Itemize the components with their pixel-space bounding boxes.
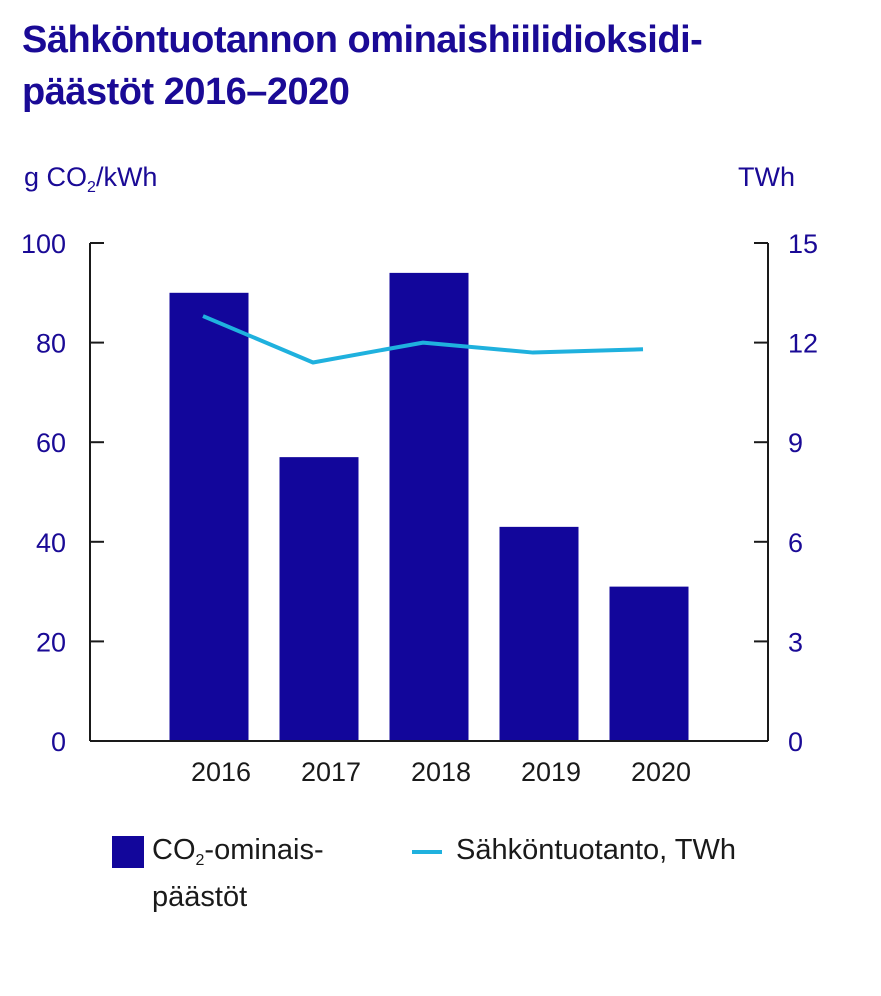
right-tick-label-15: 15 [788, 229, 818, 259]
right-tick-label-9: 9 [788, 428, 803, 458]
right-tick-label-3: 3 [788, 627, 803, 657]
left-axis-unit-prefix: g CO [24, 162, 88, 192]
legend-bar-swatch [112, 836, 144, 868]
left-tick-label-20: 20 [36, 627, 66, 657]
right-tick-label-12: 12 [788, 329, 818, 359]
bar-2018 [389, 272, 469, 741]
legend-bar-label: CO2-ominais-päästöt [152, 832, 412, 915]
left-axis-unit: g CO2/kWh [24, 162, 157, 197]
bar-2019 [499, 526, 579, 741]
legend-bar-line2: päästöt [152, 881, 248, 913]
x-tick-label-2019: 2019 [521, 757, 581, 787]
legend-bar-subscript: 2 [195, 852, 205, 869]
right-tick-label-0: 0 [788, 727, 803, 757]
x-tick-label-2016: 2016 [191, 757, 251, 787]
left-axis-unit-subscript: 2 [87, 179, 96, 196]
legend-bar-prefix: CO [152, 834, 196, 866]
bar-2020 [609, 586, 689, 741]
left-tick-label-60: 60 [36, 428, 66, 458]
right-axis-unit: TWh [738, 162, 795, 192]
right-tick-label-6: 6 [788, 528, 803, 558]
chart-title: Sähköntuotannon ominaishiilidioksidi- pä… [22, 14, 862, 118]
chart-title-line2: päästöt 2016–2020 [22, 71, 350, 113]
chart-title-line1: Sähköntuotannon ominaishiilidioksidi- [22, 19, 703, 61]
left-tick-label-0: 0 [51, 727, 66, 757]
left-tick-label-100: 100 [21, 229, 66, 259]
bar-2016 [169, 292, 249, 741]
left-tick-label-40: 40 [36, 528, 66, 558]
x-tick-label-2020: 2020 [631, 757, 691, 787]
x-tick-label-2018: 2018 [411, 757, 471, 787]
x-tick-label-2017: 2017 [301, 757, 361, 787]
bar-2017 [279, 457, 359, 741]
legend-line-swatch [412, 850, 442, 854]
left-tick-label-80: 80 [36, 329, 66, 359]
left-axis-unit-suffix: /kWh [95, 162, 158, 192]
legend-bar-suffix: -ominais- [204, 834, 324, 866]
legend-line-label: Sähköntuotanto, TWh [456, 834, 736, 866]
